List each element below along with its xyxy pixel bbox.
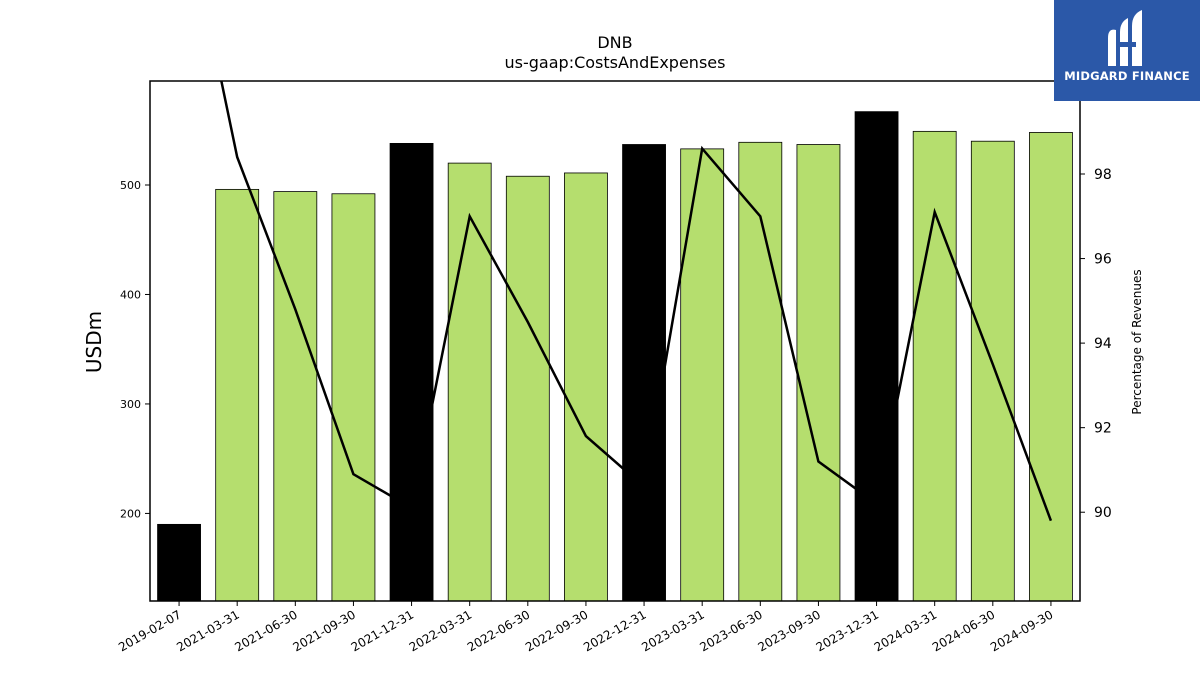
- bar-2024-09-30: [1029, 132, 1073, 601]
- line-series: [220, 81, 1053, 522]
- x-tick-label: 2024-09-30: [988, 607, 1055, 654]
- y2-tick-label: 94: [1094, 336, 1112, 352]
- x-tick-label: 2023-03-31: [639, 607, 706, 654]
- axes: 200 300 400 500 90 92 94 96 98 2019-02-072021-03-…: [116, 80, 1112, 654]
- bar-2024-03-31: [912, 130, 957, 601]
- midgard-logo-icon: [1108, 10, 1142, 66]
- y-tick-label: 200: [120, 507, 141, 520]
- bar-2021-06-30: [273, 191, 318, 601]
- y-axis-label: USDm: [82, 311, 106, 373]
- logo-text: MIDGARD FINANCE: [1064, 69, 1190, 83]
- bar-2023-06-30: [738, 141, 783, 601]
- y-tick-label: 500: [120, 179, 141, 192]
- x-tick-label: 2021-09-30: [291, 607, 358, 654]
- bar-2022-09-30: [564, 172, 608, 601]
- bar-2022-03-31: [447, 162, 492, 601]
- midgard-finance-logo: MIDGARD FINANCE: [1054, 0, 1200, 101]
- x-tick-label: 2023-12-31: [814, 607, 881, 654]
- bar-2024-06-30: [970, 140, 1015, 601]
- x-tick-label: 2022-09-30: [523, 607, 590, 654]
- x-tick-label: 2023-06-30: [697, 607, 764, 654]
- bar-2023-03-31: [680, 148, 725, 601]
- bar-2022-06-30: [505, 175, 550, 601]
- x-tick-label: 2023-09-30: [756, 607, 823, 654]
- bar-2021-03-31: [215, 188, 260, 601]
- x-tick-label: 2024-03-31: [872, 607, 939, 654]
- percentage-line: [220, 81, 1053, 522]
- y2-tick-label: 92: [1094, 421, 1112, 437]
- x-tick-label: 2021-03-31: [174, 607, 241, 654]
- bar-2022-12-31: [622, 144, 666, 601]
- x-tick-label: 2019-02-07: [116, 607, 183, 654]
- y2-tick-label: 90: [1094, 505, 1112, 521]
- x-tick-label: 2024-06-30: [930, 607, 997, 654]
- chart-title: DNB: [597, 33, 632, 52]
- bar-2021-12-31: [389, 142, 434, 601]
- bar-2023-12-31: [854, 111, 899, 601]
- chart-subtitle: us-gaap:CostsAndExpenses: [505, 53, 726, 72]
- x-tick-label: 2021-12-31: [349, 607, 416, 654]
- x-tick-label: 2021-06-30: [232, 607, 299, 654]
- x-tick-label: 2022-03-31: [407, 607, 474, 654]
- bar-2023-09-30: [796, 144, 841, 601]
- bar-series: [157, 111, 1073, 601]
- y2-tick-label: 96: [1094, 252, 1112, 268]
- bar-2019-02-07: [157, 523, 201, 601]
- plot-frame: [149, 80, 1081, 602]
- y2-axis-label: Percentage of Revenues: [1130, 269, 1144, 414]
- x-tick-label: 2022-06-30: [465, 607, 532, 654]
- x-tick-label: 2022-12-31: [581, 607, 648, 654]
- bar-2021-09-30: [331, 193, 376, 601]
- y-tick-label: 400: [120, 288, 141, 301]
- y-tick-label: 300: [120, 398, 141, 411]
- y2-tick-label: 98: [1094, 167, 1112, 183]
